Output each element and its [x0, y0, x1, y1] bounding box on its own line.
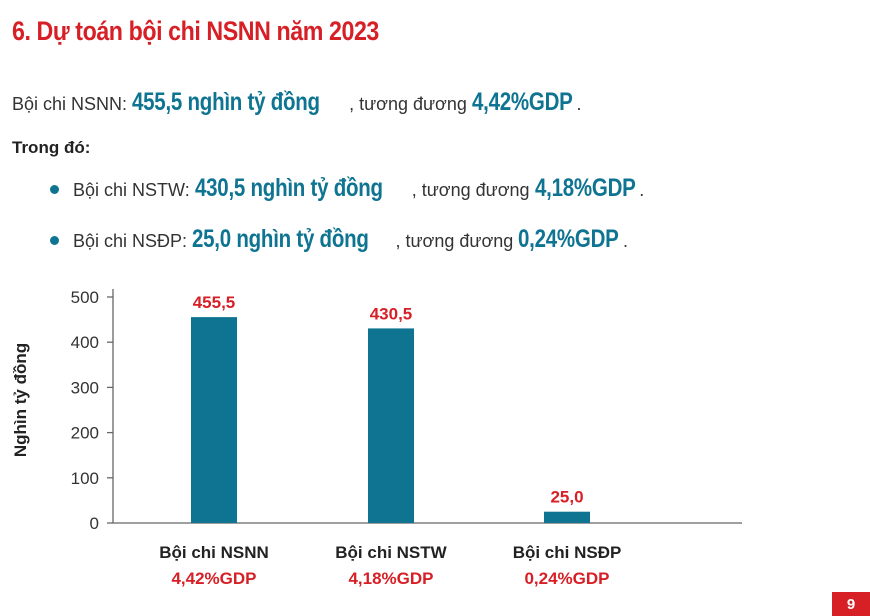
x-category-sublabel: 4,18%GDP [348, 569, 433, 588]
bullet-amount: 25,0 nghìn tỷ đồng [192, 225, 369, 253]
y-tick-label: 0 [90, 514, 99, 533]
bar-value-label: 430,5 [370, 304, 413, 323]
bullet-end: . [639, 180, 645, 200]
bar [368, 328, 414, 523]
x-category-sublabel: 0,24%GDP [524, 569, 609, 588]
bullet-pct: 4,18%GDP [534, 174, 636, 202]
bullet-pct: 0,24%GDP [518, 225, 619, 253]
x-category-label: Bội chi NSTW [335, 543, 447, 562]
y-tick-label: 400 [71, 333, 99, 352]
bar-value-label: 455,5 [193, 293, 236, 312]
bullet-mid: , tương đương [411, 180, 535, 200]
page-title: 6. Dự toán bội chi NSNN năm 2023 [12, 16, 379, 46]
bullet-mid: , tương đương [395, 231, 519, 251]
bullet-item-nsdp: Bội chi NSĐP: 25,0 nghìn tỷ đồng , tương … [50, 225, 628, 254]
y-tick-label: 300 [71, 378, 99, 397]
summary-line: Bội chi NSNN: 455,5 nghìn tỷ đồng , tương… [12, 88, 582, 117]
summary-end: . [576, 94, 582, 114]
bullet-label: Bội chi NSĐP: [73, 231, 193, 251]
y-tick-label: 100 [71, 469, 99, 488]
summary-mid: , tương đương [349, 94, 472, 114]
y-tick-label: 500 [71, 288, 99, 307]
y-axis-label: Nghìn tỷ đồng [11, 343, 30, 457]
page-number-badge: 9 [832, 592, 870, 616]
summary-pct: 4,42%GDP [471, 88, 573, 116]
bar [191, 317, 237, 523]
bar [544, 511, 590, 523]
bullet-end: . [622, 231, 628, 251]
bar-value-label: 25,0 [550, 488, 583, 507]
summary-amount: 455,5 nghìn tỷ đồng [132, 88, 320, 116]
summary-label: Bội chi NSNN: [12, 94, 133, 114]
x-category-sublabel: 4,42%GDP [171, 569, 256, 588]
bullet-label: Bội chi NSTW: [73, 180, 195, 200]
bullet-amount: 430,5 nghìn tỷ đồng [194, 174, 383, 202]
subhead: Trong đó: [12, 138, 91, 157]
x-category-label: Bội chi NSĐP [513, 543, 622, 562]
bullet-item-nstw: Bội chi NSTW: 430,5 nghìn tỷ đồng , tương… [50, 174, 644, 203]
y-tick-label: 200 [71, 424, 99, 443]
x-category-label: Bội chi NSNN [159, 543, 269, 562]
bullet-dot-icon [50, 184, 59, 194]
bullet-dot-icon [50, 235, 59, 245]
